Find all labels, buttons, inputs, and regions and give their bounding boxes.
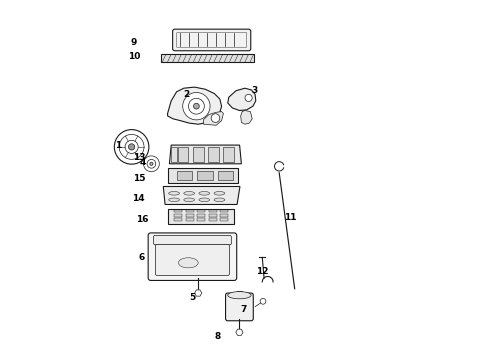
Circle shape: [183, 93, 210, 120]
Text: 5: 5: [190, 292, 196, 302]
Polygon shape: [195, 290, 202, 296]
Circle shape: [150, 162, 153, 165]
Polygon shape: [241, 111, 252, 124]
Polygon shape: [186, 218, 194, 221]
Polygon shape: [168, 168, 238, 183]
Polygon shape: [168, 87, 221, 124]
Circle shape: [211, 114, 220, 122]
FancyBboxPatch shape: [155, 244, 229, 275]
Polygon shape: [223, 147, 234, 162]
Circle shape: [144, 156, 159, 172]
FancyBboxPatch shape: [153, 235, 231, 245]
Polygon shape: [171, 147, 176, 162]
Polygon shape: [186, 210, 194, 212]
Polygon shape: [162, 54, 254, 62]
Polygon shape: [209, 210, 217, 212]
Polygon shape: [209, 214, 217, 217]
Circle shape: [189, 98, 204, 114]
Text: 1: 1: [115, 141, 122, 150]
Polygon shape: [186, 214, 194, 217]
Polygon shape: [176, 171, 192, 180]
Ellipse shape: [169, 192, 179, 195]
Text: 10: 10: [128, 53, 140, 62]
Text: 15: 15: [133, 174, 145, 183]
Circle shape: [119, 134, 144, 159]
Text: 12: 12: [256, 267, 269, 276]
Ellipse shape: [199, 192, 210, 195]
Ellipse shape: [199, 198, 210, 202]
Text: 9: 9: [131, 38, 137, 47]
Text: 3: 3: [251, 86, 257, 95]
Polygon shape: [193, 147, 204, 162]
Text: 14: 14: [132, 194, 145, 203]
Ellipse shape: [184, 198, 195, 202]
FancyBboxPatch shape: [172, 29, 251, 51]
Polygon shape: [228, 88, 256, 111]
Text: 8: 8: [215, 332, 221, 341]
Polygon shape: [220, 218, 228, 221]
Polygon shape: [197, 171, 213, 180]
Ellipse shape: [228, 292, 251, 299]
Polygon shape: [174, 218, 182, 221]
Ellipse shape: [184, 192, 195, 195]
Polygon shape: [209, 218, 217, 221]
Polygon shape: [204, 112, 223, 125]
Text: 16: 16: [136, 215, 148, 224]
Polygon shape: [163, 186, 240, 204]
Text: 4: 4: [139, 158, 146, 167]
Polygon shape: [236, 329, 243, 336]
Polygon shape: [174, 210, 182, 212]
Ellipse shape: [169, 198, 179, 202]
Ellipse shape: [178, 258, 198, 268]
Text: 6: 6: [138, 253, 145, 262]
Circle shape: [194, 103, 199, 109]
Ellipse shape: [214, 192, 225, 195]
FancyBboxPatch shape: [148, 233, 237, 280]
Ellipse shape: [214, 198, 225, 202]
Polygon shape: [170, 145, 242, 164]
Polygon shape: [219, 171, 233, 180]
Circle shape: [114, 130, 149, 164]
Circle shape: [128, 144, 135, 150]
Polygon shape: [220, 214, 228, 217]
Text: 2: 2: [184, 90, 190, 99]
Polygon shape: [220, 210, 228, 212]
Circle shape: [125, 140, 138, 153]
Polygon shape: [197, 214, 205, 217]
Circle shape: [245, 94, 252, 102]
Polygon shape: [208, 147, 219, 162]
Polygon shape: [178, 147, 189, 162]
Circle shape: [147, 159, 156, 168]
Polygon shape: [168, 209, 234, 224]
Polygon shape: [197, 210, 205, 212]
Text: 7: 7: [240, 305, 246, 314]
Polygon shape: [174, 214, 182, 217]
Text: 13: 13: [133, 153, 145, 162]
Circle shape: [260, 298, 266, 304]
Text: 11: 11: [284, 213, 296, 222]
Polygon shape: [197, 218, 205, 221]
FancyBboxPatch shape: [225, 293, 253, 321]
